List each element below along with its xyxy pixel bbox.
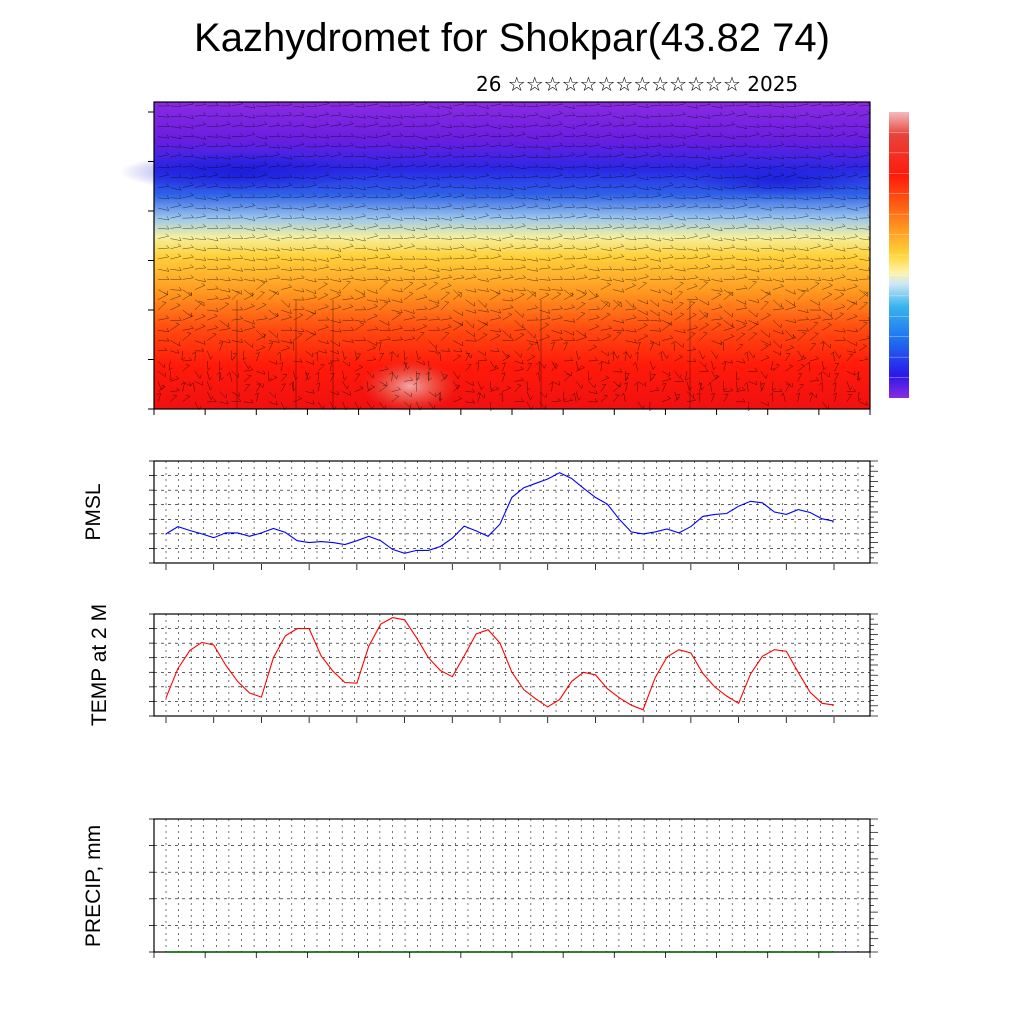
heatmap-cold-band-left [120, 152, 360, 192]
temp-y-axis [149, 613, 154, 717]
pmsl-axis-label: PMSL [82, 483, 105, 540]
precip-axis-label: PRECIP, mm [82, 825, 105, 947]
chart-title: Kazhydromet for Shokpar(43.82 74) [194, 16, 830, 60]
wind-barbs [157, 100, 871, 411]
heatmap-panel [120, 100, 871, 415]
precip-grid [154, 818, 878, 953]
colorbar [889, 112, 909, 398]
temp-grid [154, 613, 878, 717]
wind-barb-field [157, 100, 871, 411]
precip-y-axis [149, 818, 154, 953]
heatmap-cold-band-right [690, 164, 870, 196]
heatmap-y-axis [148, 111, 154, 410]
pmsl-line [165, 472, 835, 554]
heatmap-x-axis [153, 409, 871, 415]
precip-panel: PRECIP, mm [82, 818, 878, 958]
pmsl-panel: PMSL [82, 460, 878, 570]
pmsl-y-axis [149, 460, 154, 564]
chart-subtitle: 26 ☆☆☆☆☆☆☆☆☆☆☆☆☆ 2025 [476, 72, 799, 96]
temp-x-axis [165, 717, 835, 723]
temp-line [165, 617, 835, 711]
colorbar-divisions [889, 132, 909, 378]
precip-x-axis [153, 952, 871, 958]
precip-frame [153, 818, 871, 953]
pmsl-grid [154, 460, 878, 564]
temp-axis-label: TEMP at 2 M [88, 604, 111, 726]
pmsl-x-axis [165, 564, 835, 570]
heatmap-field [154, 102, 870, 409]
pmsl-frame [153, 460, 871, 564]
heatmap-warm-core [362, 360, 458, 412]
temp-panel: TEMP at 2 M [88, 604, 878, 726]
temp-frame [153, 613, 871, 717]
